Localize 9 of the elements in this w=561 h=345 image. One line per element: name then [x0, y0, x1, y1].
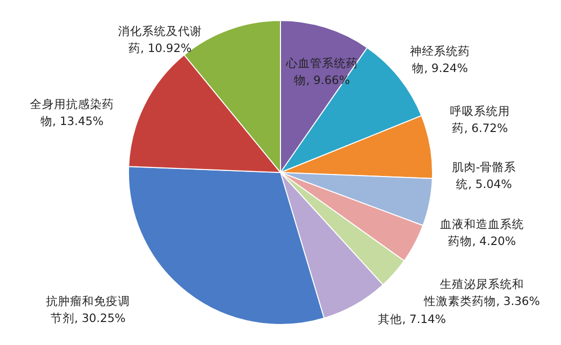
- slice-label: 生殖泌尿系统和性激素类药物, 3.36%: [423, 277, 540, 308]
- slice-label: 全身用抗感染药物, 13.45%: [30, 97, 114, 128]
- slice-label: 抗肿瘤和免疫调节剂, 30.25%: [46, 294, 130, 325]
- slice-label: 呼吸系统用药, 6.72%: [450, 104, 510, 135]
- slice-label: 肌肉-骨骼系统, 5.04%: [452, 160, 516, 191]
- slice-label: 消化系统及代谢药, 10.92%: [118, 24, 202, 55]
- slice-label: 其他, 7.14%: [378, 312, 446, 326]
- slice-label: 神经系统药物, 9.24%: [410, 44, 470, 75]
- slice-label: 血液和造血系统药物, 4.20%: [440, 217, 524, 248]
